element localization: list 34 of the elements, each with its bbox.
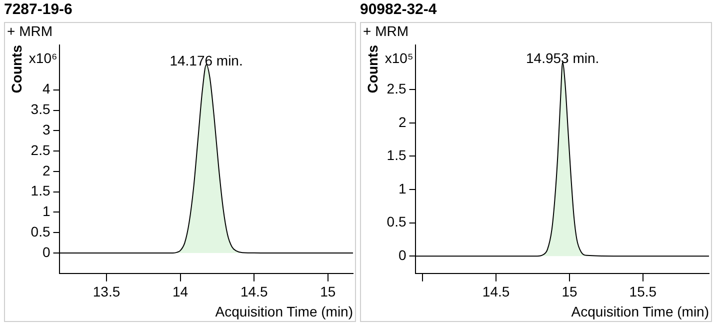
x-tick-label: 15 xyxy=(562,284,578,300)
y-tick-label: 1 xyxy=(398,180,406,196)
text: + MRM xyxy=(363,22,408,39)
y-tick-label: 0.5 xyxy=(386,214,406,230)
y-tick-label: 0.5 xyxy=(30,223,50,240)
y-tick-label: 0 xyxy=(42,244,50,260)
y-tick-label: 0 xyxy=(398,246,406,263)
text: + MRM xyxy=(7,22,52,39)
x-tick-label: 14.5 xyxy=(240,284,268,300)
y-tick-label: 1.5 xyxy=(30,182,50,199)
y-axis-title: Counts xyxy=(364,44,380,94)
x-tick-label: 15 xyxy=(320,284,336,300)
text: x10⁶ xyxy=(28,50,58,66)
chart-title: 90982-32-4 xyxy=(360,0,438,20)
annotation: 14.176 min. xyxy=(170,52,243,68)
annotation: 14.953 min. xyxy=(526,50,600,66)
x-axis-title: Acquisition Time (min) xyxy=(571,303,709,320)
y-tick-label: 2.5 xyxy=(30,142,50,158)
x-tick-label: 14.5 xyxy=(482,284,510,300)
x-axis-title: Acquisition Time (min) xyxy=(215,303,353,320)
y-tick-label: 2 xyxy=(398,114,406,130)
chart-title: 7287-19-6 xyxy=(4,0,74,20)
y-tick-label: 2 xyxy=(42,162,50,178)
y-tick-label: 4 xyxy=(42,80,50,97)
x-tick-label: 14 xyxy=(172,284,188,300)
y-tick-label: 1 xyxy=(42,203,50,220)
y-tick-label: 2.5 xyxy=(386,80,406,96)
y-tick-label: 3.5 xyxy=(30,101,50,118)
y-tick-label: 1.5 xyxy=(386,147,406,164)
y-tick-label: 3 xyxy=(42,122,50,138)
x-tick-label: 13.5 xyxy=(92,284,120,300)
text: x10⁵ xyxy=(384,50,414,66)
x-tick-label: 15.5 xyxy=(629,284,657,300)
y-axis-title: Counts xyxy=(8,44,24,94)
